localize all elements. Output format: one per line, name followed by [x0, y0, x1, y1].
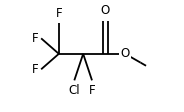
Text: O: O — [101, 4, 110, 17]
Text: O: O — [121, 47, 130, 60]
Text: F: F — [32, 32, 39, 45]
Text: F: F — [56, 6, 62, 20]
Text: F: F — [32, 63, 39, 76]
Text: Cl: Cl — [68, 84, 80, 97]
Text: O: O — [121, 47, 130, 60]
Text: F: F — [89, 84, 95, 97]
